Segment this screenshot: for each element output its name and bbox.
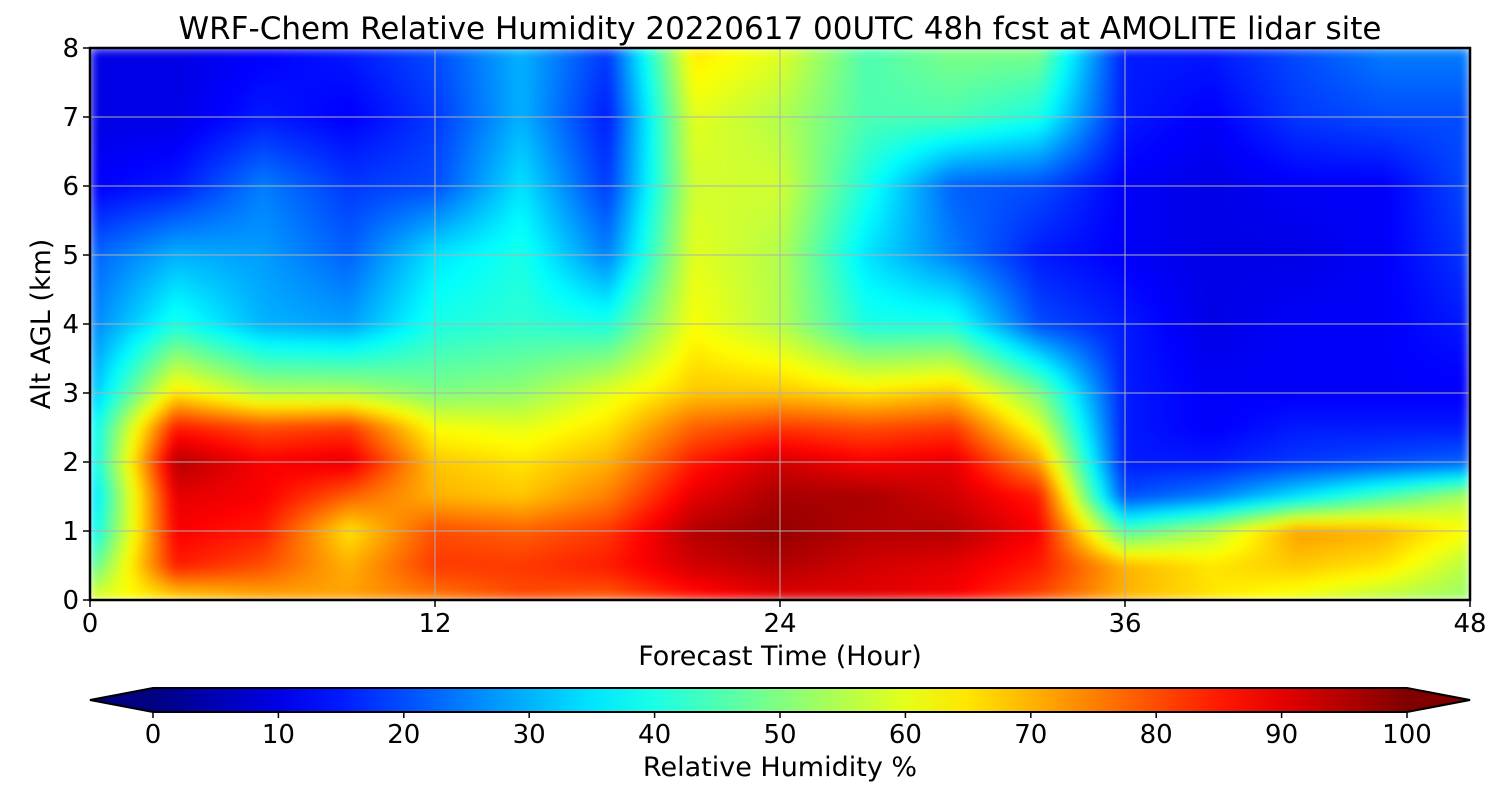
y-axis-ticks: 0 1 2 3 4 5 6 7 8: [62, 34, 90, 616]
y-tick-label: 0: [62, 586, 79, 616]
y-tick-label: 4: [62, 310, 79, 340]
colorbar: 0 10 20 30 40 50 60 70 80 90 100 Relative Humidity…: [89, 687, 1471, 783]
x-tick-label: 0: [82, 609, 99, 639]
colorbar-tick-label: 0: [145, 720, 162, 750]
colorbar-label: Relative Humidity %: [643, 752, 917, 783]
y-tick-label: 7: [62, 103, 79, 133]
y-tick-label: 1: [62, 517, 79, 547]
colorbar-gradient: [153, 688, 1407, 712]
colorbar-tick-label: 10: [262, 720, 295, 750]
grid-lines: [90, 48, 1470, 600]
y-tick-label: 3: [62, 379, 79, 409]
x-tick-label: 36: [1108, 609, 1141, 639]
y-axis-label: Alt AGL (km): [26, 239, 57, 410]
colorbar-tick-label: 50: [763, 720, 796, 750]
chart-title: WRF-Chem Relative Humidity 20220617 00UT…: [178, 11, 1381, 47]
colorbar-tick-label: 20: [387, 720, 420, 750]
y-tick-label: 8: [62, 34, 79, 64]
x-tick-label: 12: [418, 609, 451, 639]
y-tick-label: 5: [62, 241, 79, 271]
colorbar-tick-label: 70: [1014, 720, 1047, 750]
colorbar-ticks: 0 10 20 30 40 50 60 70 80 90 100: [145, 712, 1432, 750]
colorbar-tick-label: 90: [1265, 720, 1298, 750]
colorbar-extend-low: [90, 688, 153, 712]
colorbar-tick-label: 30: [513, 720, 546, 750]
colorbar-tick-label: 80: [1140, 720, 1173, 750]
x-axis-label: Forecast Time (Hour): [638, 641, 922, 672]
x-tick-label: 24: [763, 609, 796, 639]
y-tick-label: 6: [62, 172, 79, 202]
colorbar-tick-label: 40: [638, 720, 671, 750]
x-tick-label: 48: [1453, 609, 1486, 639]
x-axis-ticks: 0 12 24 36 48: [82, 600, 1487, 639]
colorbar-tick-label: 60: [889, 720, 922, 750]
colorbar-tick-label: 100: [1382, 720, 1432, 750]
y-tick-label: 2: [62, 448, 79, 478]
colorbar-extend-high: [1407, 688, 1470, 712]
